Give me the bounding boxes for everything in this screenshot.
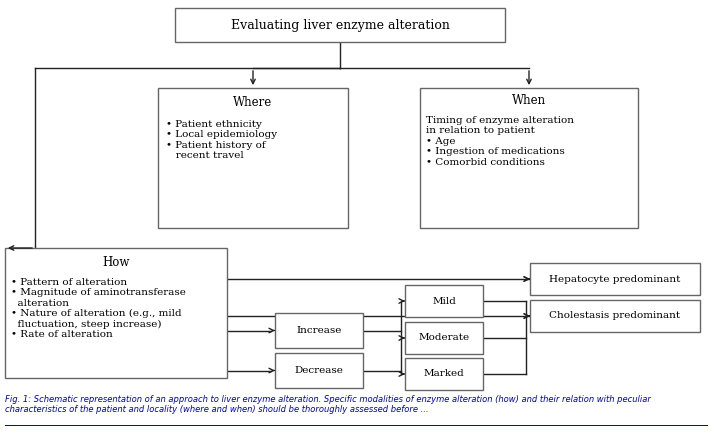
- Text: Decrease: Decrease: [295, 366, 343, 375]
- Text: Mild: Mild: [432, 296, 456, 305]
- Text: • Pattern of alteration
• Magnitude of aminotransferase
  alteration
• Nature of: • Pattern of alteration • Magnitude of a…: [11, 278, 186, 339]
- Bar: [405, 322, 483, 354]
- Bar: [405, 285, 483, 317]
- Text: Timing of enzyme alteration
in relation to patient
• Age
• Ingestion of medicati: Timing of enzyme alteration in relation …: [426, 116, 574, 166]
- Bar: [405, 358, 483, 390]
- Text: Fig. 1: Schematic representation of an approach to liver enzyme alteration. Spec: Fig. 1: Schematic representation of an a…: [5, 395, 651, 414]
- Bar: [275, 353, 363, 388]
- Text: Hepatocyte predominant: Hepatocyte predominant: [550, 274, 681, 284]
- Text: Cholestasis predominant: Cholestasis predominant: [550, 312, 681, 320]
- Text: When: When: [512, 94, 546, 107]
- Text: Marked: Marked: [424, 370, 464, 378]
- Text: • Patient ethnicity
• Local epidemiology
• Patient history of
   recent travel: • Patient ethnicity • Local epidemiology…: [166, 120, 277, 160]
- Bar: [158, 88, 348, 228]
- Text: Where: Where: [234, 96, 273, 108]
- Bar: [175, 8, 505, 42]
- Bar: [530, 263, 700, 295]
- Text: Increase: Increase: [296, 326, 342, 335]
- Text: Evaluating liver enzyme alteration: Evaluating liver enzyme alteration: [231, 18, 449, 31]
- Bar: [530, 300, 700, 332]
- Bar: [5, 248, 227, 378]
- Text: How: How: [103, 256, 130, 268]
- Bar: [275, 313, 363, 348]
- Bar: [420, 88, 638, 228]
- Text: Moderate: Moderate: [419, 333, 469, 343]
